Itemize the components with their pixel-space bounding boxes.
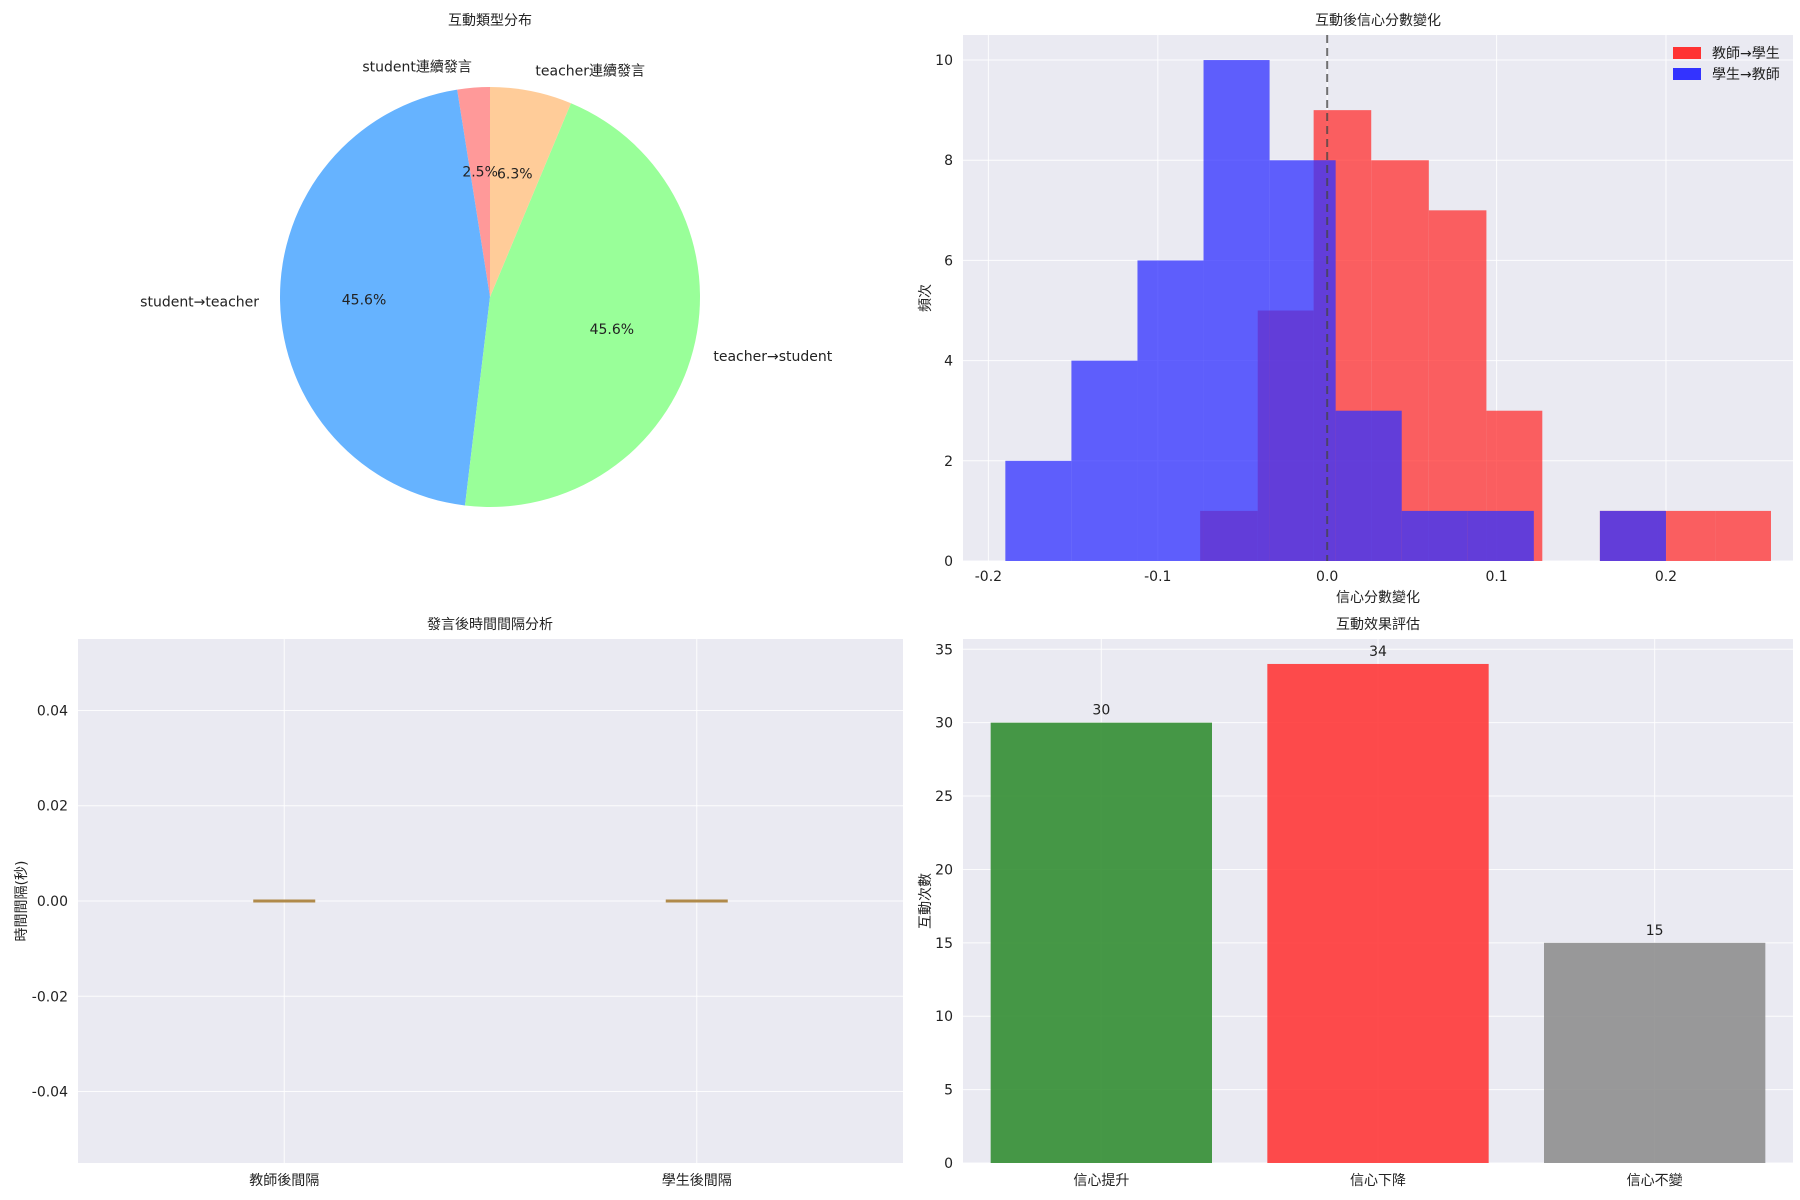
hist-bars bbox=[1005, 60, 1771, 562]
pie-pct-label: 2.5% bbox=[462, 164, 498, 180]
box-y-tick: 0.02 bbox=[37, 799, 68, 815]
bars-y-tick: 10 bbox=[935, 1009, 953, 1025]
hist-x-ticks: -0.2 -0.1 0.0 0.1 0.2 bbox=[975, 569, 1677, 585]
legend-swatch-teacher bbox=[1673, 47, 1701, 59]
bars-y-tick: 30 bbox=[935, 716, 953, 732]
box-x-tick: 學生後間隔 bbox=[662, 1173, 732, 1189]
effect-bar-value: 34 bbox=[1369, 644, 1387, 660]
pie-labels: 2.5% student連續發言 45.6% student→teacher 45.6%… bbox=[140, 60, 833, 365]
pie-slices bbox=[279, 87, 701, 508]
bars-y-tick: 25 bbox=[935, 789, 953, 805]
hist-x-tick: -0.2 bbox=[975, 569, 1002, 585]
hist-bar-student bbox=[1137, 260, 1204, 561]
pie-slice bbox=[490, 87, 571, 297]
effect-bar bbox=[1267, 663, 1489, 1163]
box-x-tick: 教師後間隔 bbox=[249, 1173, 319, 1189]
box-title: 發言後時間間隔分析 bbox=[427, 617, 553, 633]
box-y-tick: -0.02 bbox=[32, 989, 68, 1005]
hist-bar-student bbox=[1269, 160, 1336, 561]
hist-bar-student bbox=[1467, 510, 1534, 561]
effect-bar bbox=[990, 722, 1212, 1163]
box-y-ticks: -0.04 -0.02 0.00 0.02 0.04 bbox=[32, 703, 68, 1100]
pie-slice bbox=[457, 87, 490, 297]
hist-bar-teacher bbox=[1715, 510, 1771, 561]
effect-bar bbox=[1544, 942, 1766, 1163]
pie-slice bbox=[279, 89, 490, 506]
hist-bar-teacher bbox=[1428, 210, 1487, 562]
hist-x-tick: 0.2 bbox=[1655, 569, 1677, 585]
hist-bar-student bbox=[1599, 510, 1666, 561]
pie-title: 互動類型分布 bbox=[448, 13, 532, 29]
bars-x-tick: 信心提升 bbox=[1073, 1173, 1129, 1189]
bars-x-tick: 信心下降 bbox=[1350, 1173, 1406, 1189]
legend-label-teacher: 教師→學生 bbox=[1712, 46, 1780, 62]
pie-pct-label: 6.3% bbox=[497, 166, 533, 182]
hist-y-ticks: 0 2 4 6 8 10 bbox=[935, 53, 953, 570]
hist-y-tick: 10 bbox=[935, 53, 953, 69]
hist-y-tick: 4 bbox=[944, 354, 953, 370]
hist-ylabel: 頻次 bbox=[918, 284, 934, 312]
hist-y-tick: 2 bbox=[944, 454, 953, 470]
bars-ylabel: 互動次數 bbox=[918, 873, 934, 929]
hist-bar-student bbox=[1335, 410, 1402, 561]
bars-title: 互動效果評估 bbox=[1336, 617, 1420, 633]
boxplot-chart: 發言後時間間隔分析 -0.04 -0.02 0.00 0.02 0.04 教師後間隔 學生… bbox=[14, 617, 903, 1189]
hist-bar-student bbox=[1005, 460, 1072, 561]
hist-y-tick: 6 bbox=[944, 253, 953, 269]
hist-xlabel: 信心分數變化 bbox=[1336, 590, 1420, 606]
bars-x-tick: 信心不變 bbox=[1627, 1173, 1683, 1189]
bars-x-ticks: 信心提升 信心下降 信心不變 bbox=[1073, 1173, 1682, 1189]
legend-swatch-student bbox=[1673, 68, 1701, 80]
histogram-chart: 互動後信心分數變化 -0.2 -0.1 0.0 0.1 0.2 0 2 4 6 8 10 信心分數… bbox=[918, 13, 1793, 606]
bars-y-tick: 0 bbox=[944, 1156, 953, 1172]
hist-x-tick: 0.0 bbox=[1316, 569, 1338, 585]
effect-bar-value: 15 bbox=[1646, 923, 1664, 939]
bars-y-tick: 35 bbox=[935, 642, 953, 658]
hist-x-tick: 0.1 bbox=[1485, 569, 1507, 585]
box-ylabel: 時間間隔(秒) bbox=[14, 861, 30, 942]
hist-bar-student bbox=[1203, 60, 1270, 562]
hist-bar-student bbox=[1071, 360, 1138, 561]
pie-slice-label: student→teacher bbox=[140, 294, 259, 310]
pie-slice-label: teacher→student bbox=[713, 349, 832, 365]
pie-slice bbox=[464, 103, 701, 508]
legend-label-student: 學生→教師 bbox=[1712, 67, 1780, 83]
pie-slice-label: teacher連續發言 bbox=[535, 64, 645, 80]
effect-bar-chart: 互動效果評估 30 34 15 0 5 10 15 20 25 30 35 信心提升 信心下降 信心不… bbox=[918, 617, 1793, 1189]
box-y-tick: 0.00 bbox=[37, 894, 68, 910]
effect-bar-value: 30 bbox=[1092, 703, 1110, 719]
bars-y-tick: 15 bbox=[935, 936, 953, 952]
bars-y-tick: 20 bbox=[935, 862, 953, 878]
hist-bar-teacher bbox=[1657, 510, 1716, 561]
box-x-ticks: 教師後間隔 學生後間隔 bbox=[249, 1173, 732, 1189]
pie-pct-label: 45.6% bbox=[590, 322, 634, 338]
bars-y-ticks: 0 5 10 15 20 25 30 35 bbox=[935, 642, 953, 1172]
hist-legend: 教師→學生 學生→教師 bbox=[1673, 46, 1780, 83]
bars-marks: 30 34 15 bbox=[990, 644, 1766, 1163]
box-grid bbox=[78, 639, 903, 1163]
bars-y-tick: 5 bbox=[944, 1083, 953, 1099]
hist-x-tick: -0.1 bbox=[1144, 569, 1171, 585]
hist-y-tick: 8 bbox=[944, 153, 953, 169]
pie-pct-label: 45.6% bbox=[342, 292, 386, 308]
box-y-tick: -0.04 bbox=[32, 1085, 68, 1101]
hist-y-tick: 0 bbox=[944, 554, 953, 570]
pie-chart: 互動類型分布 2.5% student連續發言 45.6% student→teach… bbox=[140, 13, 833, 508]
box-y-tick: 0.04 bbox=[37, 703, 68, 719]
hist-title: 互動後信心分數變化 bbox=[1315, 13, 1441, 29]
pie-slice-label: student連續發言 bbox=[362, 60, 472, 76]
hist-bar-student bbox=[1401, 510, 1468, 561]
